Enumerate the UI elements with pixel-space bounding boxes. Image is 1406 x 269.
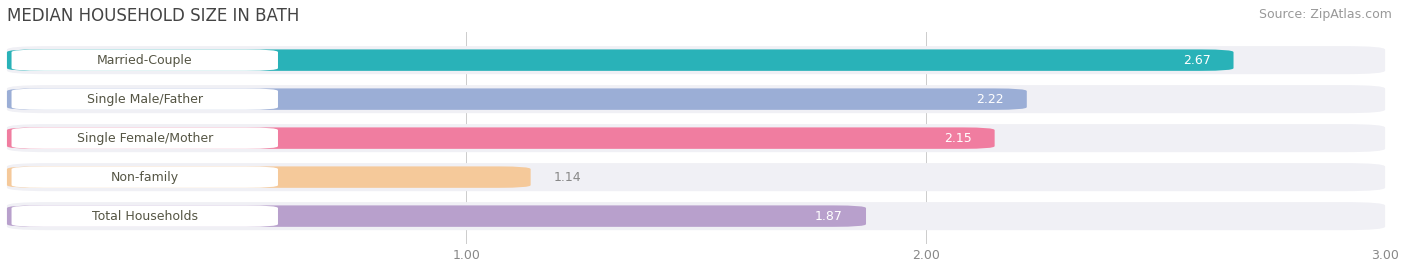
Text: Non-family: Non-family xyxy=(111,171,179,184)
Text: Single Female/Mother: Single Female/Mother xyxy=(77,132,212,145)
FancyBboxPatch shape xyxy=(11,89,278,110)
FancyBboxPatch shape xyxy=(11,206,278,227)
FancyBboxPatch shape xyxy=(7,128,994,149)
Text: Married-Couple: Married-Couple xyxy=(97,54,193,67)
Text: Total Households: Total Households xyxy=(91,210,198,223)
Text: MEDIAN HOUSEHOLD SIZE IN BATH: MEDIAN HOUSEHOLD SIZE IN BATH xyxy=(7,7,299,25)
FancyBboxPatch shape xyxy=(7,89,1026,110)
FancyBboxPatch shape xyxy=(11,49,278,71)
Text: 1.87: 1.87 xyxy=(815,210,844,223)
FancyBboxPatch shape xyxy=(11,128,278,149)
Text: 2.22: 2.22 xyxy=(976,93,1004,106)
FancyBboxPatch shape xyxy=(7,124,1385,152)
FancyBboxPatch shape xyxy=(7,46,1385,74)
Text: Source: ZipAtlas.com: Source: ZipAtlas.com xyxy=(1258,8,1392,21)
FancyBboxPatch shape xyxy=(11,167,278,188)
Text: 2.67: 2.67 xyxy=(1182,54,1211,67)
Text: Single Male/Father: Single Male/Father xyxy=(87,93,202,106)
FancyBboxPatch shape xyxy=(7,49,1233,71)
FancyBboxPatch shape xyxy=(7,85,1385,113)
Text: 1.14: 1.14 xyxy=(554,171,581,184)
FancyBboxPatch shape xyxy=(7,206,866,227)
FancyBboxPatch shape xyxy=(7,163,1385,191)
FancyBboxPatch shape xyxy=(7,202,1385,230)
FancyBboxPatch shape xyxy=(7,167,530,188)
Text: 2.15: 2.15 xyxy=(943,132,972,145)
